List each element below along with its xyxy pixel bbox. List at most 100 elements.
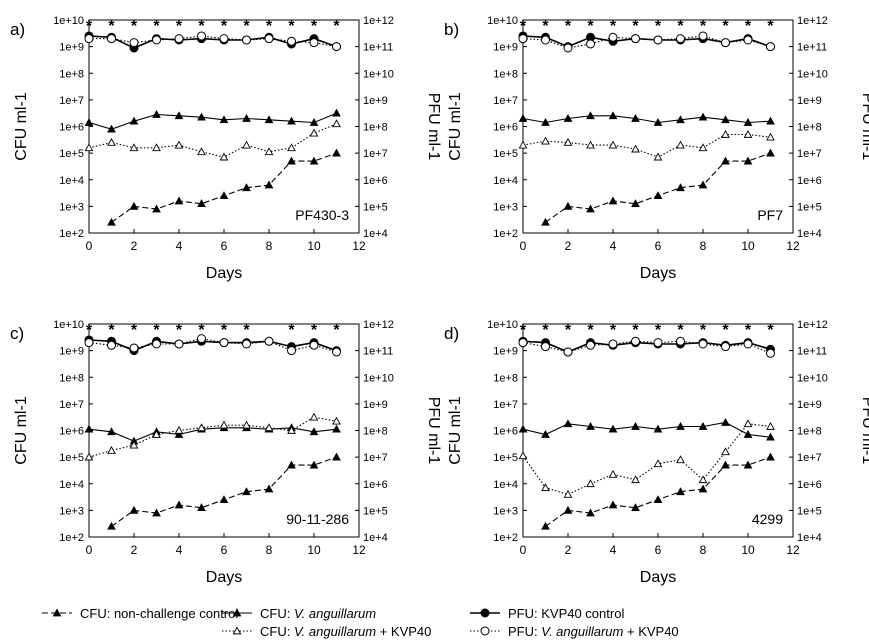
data-point xyxy=(84,338,94,348)
legend-entry-cfu_va_kvp: CFU: V. anguillarum + KVP40 xyxy=(222,624,431,639)
data-point xyxy=(242,487,251,496)
y-tick-label-right: 1e+11 xyxy=(363,42,393,54)
y-tick-label-right: 1e+8 xyxy=(363,426,388,438)
data-point xyxy=(264,180,274,189)
data-point xyxy=(586,508,595,517)
data-point xyxy=(219,495,229,504)
data-point xyxy=(174,425,184,434)
data-point xyxy=(107,217,116,226)
y-tick-label-right: 1e+7 xyxy=(797,452,822,464)
significance-star: * xyxy=(700,18,707,35)
y-tick-label-left: 1e+2 xyxy=(493,532,518,544)
data-point xyxy=(197,112,206,121)
significance-star: * xyxy=(565,18,572,35)
series-cfu_va xyxy=(84,108,341,133)
data-point xyxy=(152,143,161,152)
data-point xyxy=(631,336,640,346)
data-point xyxy=(608,424,618,433)
series-cfu_control xyxy=(107,148,341,226)
significance-star: * xyxy=(243,322,250,339)
panel-c: 1e+2 1e+3 1e+4 1e+5 1e+6 1e+7 1e+8 1e+9 1e+10 1e+… xyxy=(10,319,442,586)
data-point xyxy=(541,429,550,438)
significance-star: * xyxy=(722,18,729,35)
data-point xyxy=(309,340,319,350)
panel-letter: a) xyxy=(10,20,25,39)
data-point xyxy=(721,156,730,165)
significance-star: * xyxy=(243,18,250,35)
panel-letter: b) xyxy=(444,20,459,39)
data-point xyxy=(219,115,229,124)
significance-star: * xyxy=(542,18,549,35)
data-point xyxy=(586,421,595,430)
data-point xyxy=(743,339,753,349)
data-point xyxy=(264,115,274,124)
y-tick-label-right: 1e+11 xyxy=(363,346,393,358)
significance-star: * xyxy=(565,322,572,339)
x-axis-title: Days xyxy=(640,265,676,282)
x-tick-label: 6 xyxy=(221,239,228,253)
significance-star: * xyxy=(108,18,115,35)
series-pfu_va_kvp xyxy=(518,31,775,53)
y-tick-label-right: 1e+6 xyxy=(797,175,822,187)
y-tick-label-left: 1e+7 xyxy=(493,95,518,107)
data-point xyxy=(129,201,139,210)
y-tick-label-left: 1e+4 xyxy=(59,479,84,491)
y-tick-label-left: 1e+7 xyxy=(493,399,518,411)
legend-marker xyxy=(480,626,490,636)
data-point xyxy=(287,143,296,152)
data-point xyxy=(332,347,341,357)
x-tick-label: 0 xyxy=(86,239,93,253)
data-point xyxy=(698,421,708,430)
legend-entry-cfu_va: CFU: V. anguillarum xyxy=(222,606,376,621)
data-point xyxy=(721,38,730,48)
significance-star: * xyxy=(108,322,115,339)
data-point xyxy=(676,455,685,464)
y-tick-label-right: 1e+6 xyxy=(797,479,822,491)
x-tick-label: 6 xyxy=(221,543,228,557)
significance-star: * xyxy=(86,322,93,339)
data-point xyxy=(332,452,341,461)
data-point xyxy=(197,147,206,156)
significance-star: * xyxy=(333,322,340,339)
data-point xyxy=(698,112,708,121)
data-point xyxy=(287,156,296,165)
data-point xyxy=(608,111,618,120)
y-tick-label-left: 1e+7 xyxy=(59,399,84,411)
data-point xyxy=(107,427,116,436)
series-line xyxy=(522,133,771,158)
x-tick-label: 8 xyxy=(700,239,707,253)
strain-label: PF430-3 xyxy=(295,207,349,223)
y-tick-label-right: 1e+12 xyxy=(797,15,828,27)
y-tick-label-right: 1e+10 xyxy=(363,372,394,384)
y-tick-label-left: 1e+3 xyxy=(59,201,84,213)
legend-label: CFU: non-challenge control xyxy=(80,606,238,621)
data-point xyxy=(653,338,663,348)
significance-star: * xyxy=(266,18,273,35)
significance-star: * xyxy=(655,18,662,35)
y-tick-label-right: 1e+10 xyxy=(797,68,828,80)
data-point xyxy=(676,34,685,44)
y-tick-label-left: 1e+10 xyxy=(487,319,518,331)
data-point xyxy=(563,347,573,357)
x-tick-label: 10 xyxy=(741,239,755,253)
y-axis-title-right: PFU ml-1 xyxy=(425,93,442,161)
significance-star: * xyxy=(176,322,183,339)
data-point xyxy=(197,31,206,41)
legend-marker xyxy=(232,626,242,635)
significance-star: * xyxy=(131,322,138,339)
data-point xyxy=(84,143,94,152)
y-tick-label-right: 1e+8 xyxy=(363,122,388,134)
data-point xyxy=(586,111,595,120)
y-tick-label-left: 1e+9 xyxy=(59,42,84,54)
data-point xyxy=(586,340,595,350)
data-point xyxy=(698,180,708,189)
data-point xyxy=(676,421,685,430)
y-tick-label-right: 1e+9 xyxy=(363,95,388,107)
y-tick-label-right: 1e+10 xyxy=(797,372,828,384)
significance-star: * xyxy=(153,322,160,339)
y-tick-label-left: 1e+6 xyxy=(59,426,84,438)
data-point xyxy=(766,432,775,441)
x-tick-label: 0 xyxy=(520,239,527,253)
data-point xyxy=(309,128,319,137)
data-point xyxy=(84,117,94,126)
